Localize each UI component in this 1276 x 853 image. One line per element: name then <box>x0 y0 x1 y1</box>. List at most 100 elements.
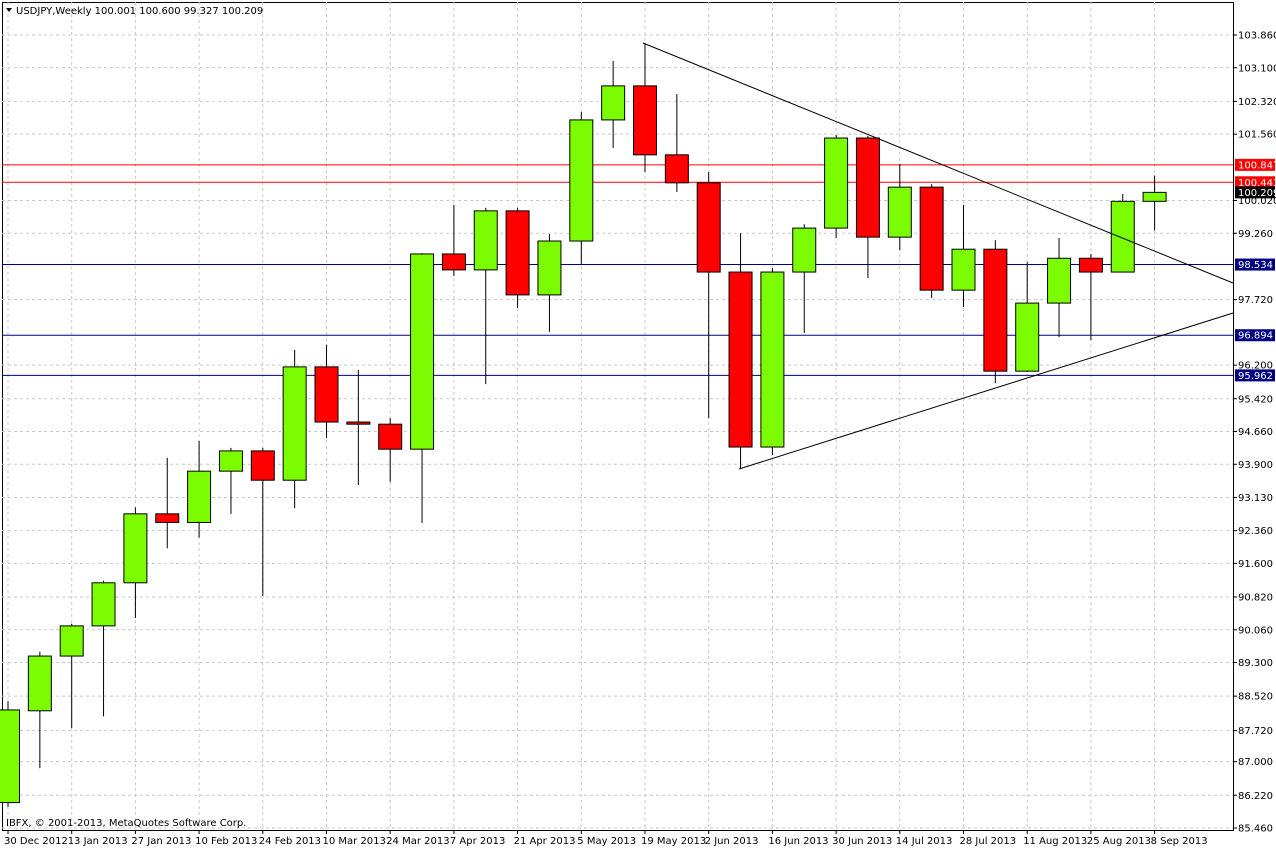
candle-body <box>824 137 849 229</box>
candle-body <box>983 248 1008 372</box>
y-tick-label: 89.300 <box>1238 658 1273 669</box>
candle-body <box>346 421 371 425</box>
candle-body <box>569 119 594 242</box>
candle-body <box>1047 257 1072 304</box>
y-tick-label: 93.130 <box>1238 493 1273 504</box>
candle-body <box>760 271 785 448</box>
candle-body <box>537 240 562 296</box>
candle-body <box>951 248 976 291</box>
candle-body <box>1142 191 1167 202</box>
y-tick-label: 102.320 <box>1238 97 1276 108</box>
y-tick-label: 96.200 <box>1238 361 1273 372</box>
marks <box>0 43 1167 807</box>
x-tick-label: 11 Aug 2013 <box>1023 836 1087 847</box>
y-tick-label: 91.600 <box>1238 559 1273 570</box>
y-tick-label: 90.820 <box>1238 593 1273 604</box>
level-label: 100.443 <box>1238 178 1276 189</box>
footer: IBFX, © 2001-2013, MetaQuotes Software C… <box>6 818 246 829</box>
level-label: 100.847 <box>1238 160 1276 171</box>
candle-body <box>728 271 753 448</box>
x-tick-label: 2 Jun 2013 <box>705 836 759 847</box>
level-label-box <box>1235 186 1275 199</box>
candle-body <box>601 85 626 121</box>
candle-body <box>887 186 912 238</box>
level-label-box <box>1235 329 1275 342</box>
candle-body <box>250 450 275 481</box>
trendline <box>738 312 1234 470</box>
candle-body <box>187 470 212 523</box>
level-label: 98.534 <box>1238 260 1273 271</box>
candle-body <box>855 137 880 238</box>
y-tick-label: 101.560 <box>1238 130 1276 141</box>
x-tick-label: 8 Sep 2013 <box>1151 836 1208 847</box>
candle-body <box>505 210 530 296</box>
candle-body <box>792 227 817 273</box>
candle-body <box>91 582 116 627</box>
x-tick-label: 24 Mar 2013 <box>386 836 449 847</box>
level-label-box <box>1235 369 1275 382</box>
x-tick-label: 25 Aug 2013 <box>1087 836 1151 847</box>
candle-body <box>664 154 689 184</box>
candle-body <box>218 450 243 472</box>
menu-arrow <box>6 8 12 12</box>
y-tick-label: 95.420 <box>1238 394 1273 405</box>
grid <box>2 2 1233 830</box>
x-tick-label: 7 Apr 2013 <box>450 836 505 847</box>
y-tick-label: 85.460 <box>1238 824 1273 835</box>
chart-title: USDJPY,Weekly 100.001 100.600 99.327 100… <box>16 6 263 17</box>
x-tick-label: 10 Feb 2013 <box>195 836 257 847</box>
candle-body <box>378 423 403 450</box>
y-tick-label: 90.060 <box>1238 625 1273 636</box>
candle-body <box>155 513 180 523</box>
candle-body <box>441 253 466 271</box>
candle-body <box>0 709 20 804</box>
candle-body <box>59 625 84 657</box>
level-label-box <box>1235 258 1275 271</box>
candle-body <box>1110 200 1135 273</box>
level-label-box <box>1235 158 1275 171</box>
candle-body <box>473 210 498 271</box>
candle-body <box>1015 302 1040 372</box>
y-tick-label: 103.860 <box>1238 31 1276 42</box>
x-tick-label: 14 Jul 2013 <box>896 836 953 847</box>
x-tick-label: 10 Mar 2013 <box>323 836 386 847</box>
candle-body <box>27 655 52 712</box>
level-label: 100.209 <box>1238 188 1276 199</box>
candle-body <box>919 186 944 291</box>
plot-frame <box>2 2 1234 831</box>
y-tick-label: 86.220 <box>1238 791 1273 802</box>
y-tick-label: 97.720 <box>1238 295 1273 306</box>
y-tick-label: 92.360 <box>1238 526 1273 537</box>
x-tick-label: 30 Jun 2013 <box>832 836 892 847</box>
candle-body <box>282 366 307 481</box>
candle-body <box>633 85 657 156</box>
y-tick-label: 88.520 <box>1238 692 1273 703</box>
y-tick-label: 103.100 <box>1238 63 1276 74</box>
y-tick-label: 99.260 <box>1238 229 1273 240</box>
candle-body <box>696 182 721 273</box>
level-label: 96.894 <box>1238 331 1273 342</box>
y-tick-label: 87.720 <box>1238 726 1273 737</box>
candle-body <box>1078 257 1103 273</box>
y-tick-label: 94.660 <box>1238 427 1273 438</box>
x-tick-label: 28 Jul 2013 <box>960 836 1017 847</box>
x-tick-label: 21 Apr 2013 <box>514 836 576 847</box>
x-tick-label: 24 Feb 2013 <box>259 836 321 847</box>
candle-body <box>410 253 435 450</box>
candle-body <box>123 513 148 584</box>
x-tick-label: 27 Jan 2013 <box>131 836 191 847</box>
y-tick-label: 93.900 <box>1238 460 1273 471</box>
level-label-box <box>1235 176 1275 189</box>
x-tick-label: 13 Jan 2013 <box>68 836 128 847</box>
trendline <box>642 42 1234 284</box>
level-label: 95.962 <box>1238 371 1273 382</box>
x-tick-label: 30 Dec 2012 <box>4 836 68 847</box>
candle-body <box>314 366 339 423</box>
x-tick-label: 19 May 2013 <box>641 836 706 847</box>
y-tick-label: 100.020 <box>1238 196 1276 207</box>
x-tick-label: 16 Jun 2013 <box>768 836 828 847</box>
x-tick-label: 5 May 2013 <box>577 836 636 847</box>
y-tick-label: 87.000 <box>1238 757 1273 768</box>
